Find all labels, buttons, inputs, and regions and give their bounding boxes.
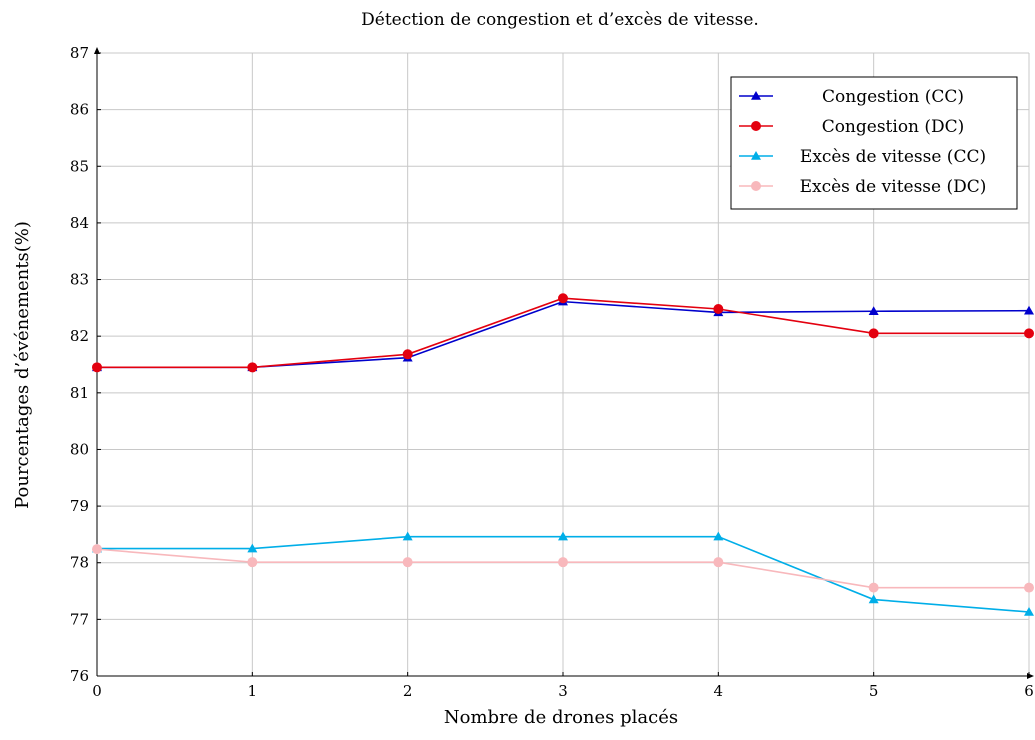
data-point [713, 531, 724, 541]
y-tick-label: 87 [70, 44, 89, 62]
series-2 [92, 293, 1034, 373]
y-tick-label: 82 [70, 327, 89, 345]
data-point [247, 543, 258, 553]
y-tick-label: 77 [70, 610, 89, 628]
tick-labels: 0 1 2 3 4 5 6 76 77 78 79 80 81 82 83 84 85 86 87 [70, 44, 1034, 700]
x-axis-title: Nombre de drones placés [444, 707, 678, 728]
legend-marker [751, 151, 761, 160]
y-axis-title: Pourcentages d’événements(%) [12, 221, 33, 509]
y-tick-label: 78 [70, 554, 89, 572]
data-point [713, 557, 724, 568]
legend-label: Congestion (DC) [822, 117, 965, 137]
y-tick-label: 81 [70, 384, 89, 402]
series-group [92, 293, 1034, 616]
legend: Congestion (CC) Congestion (DC) Excès de v… [730, 76, 1018, 210]
legend-marker [751, 121, 761, 131]
y-tick-label: 84 [70, 214, 89, 232]
y-tick-label: 79 [70, 497, 89, 515]
data-point [92, 544, 102, 555]
data-point [402, 557, 413, 568]
x-tick-label: 6 [1024, 682, 1034, 700]
y-tick-label: 86 [70, 101, 89, 119]
data-point [868, 328, 879, 339]
data-point [92, 362, 102, 373]
legend-item: Congestion (DC) [739, 117, 964, 137]
data-point [868, 582, 879, 593]
series-3 [92, 531, 1034, 616]
x-tick-label: 3 [558, 682, 568, 700]
data-point [713, 303, 724, 314]
x-tick-label: 2 [403, 682, 413, 700]
legend-label: Excès de vitesse (CC) [800, 147, 986, 167]
x-tick-label: 1 [248, 682, 258, 700]
x-tick-label: 0 [92, 682, 102, 700]
data-point [1024, 305, 1034, 315]
data-point [247, 362, 258, 373]
data-point [868, 306, 879, 316]
chart-title: Détection de congestion et d’excès de vi… [361, 10, 759, 30]
series-4 [92, 544, 1034, 593]
legend-marker [751, 91, 761, 100]
x-axis-arrow-icon [1027, 673, 1034, 679]
data-point [402, 349, 413, 360]
data-point [247, 557, 258, 568]
y-tick-label: 83 [70, 271, 89, 289]
data-point [1024, 328, 1034, 339]
data-point [868, 594, 879, 604]
data-point [558, 531, 568, 541]
data-point [402, 531, 413, 541]
legend-item: Excès de vitesse (DC) [739, 177, 986, 197]
y-tick-label: 80 [70, 440, 89, 458]
legend-label: Congestion (CC) [822, 87, 964, 107]
data-point [1024, 607, 1034, 616]
legend-item: Congestion (CC) [739, 87, 964, 107]
y-tick-label: 76 [70, 667, 89, 685]
x-tick-label: 5 [869, 682, 879, 700]
legend-label: Excès de vitesse (DC) [800, 177, 987, 197]
legend-marker [751, 181, 761, 191]
data-point [1024, 582, 1034, 593]
data-point [558, 557, 568, 568]
y-axis-arrow-icon [94, 47, 100, 54]
legend-item: Excès de vitesse (CC) [739, 147, 986, 167]
data-point [558, 293, 568, 304]
x-tick-label: 4 [714, 682, 724, 700]
y-tick-label: 85 [70, 157, 89, 175]
legend-box [730, 76, 1018, 210]
